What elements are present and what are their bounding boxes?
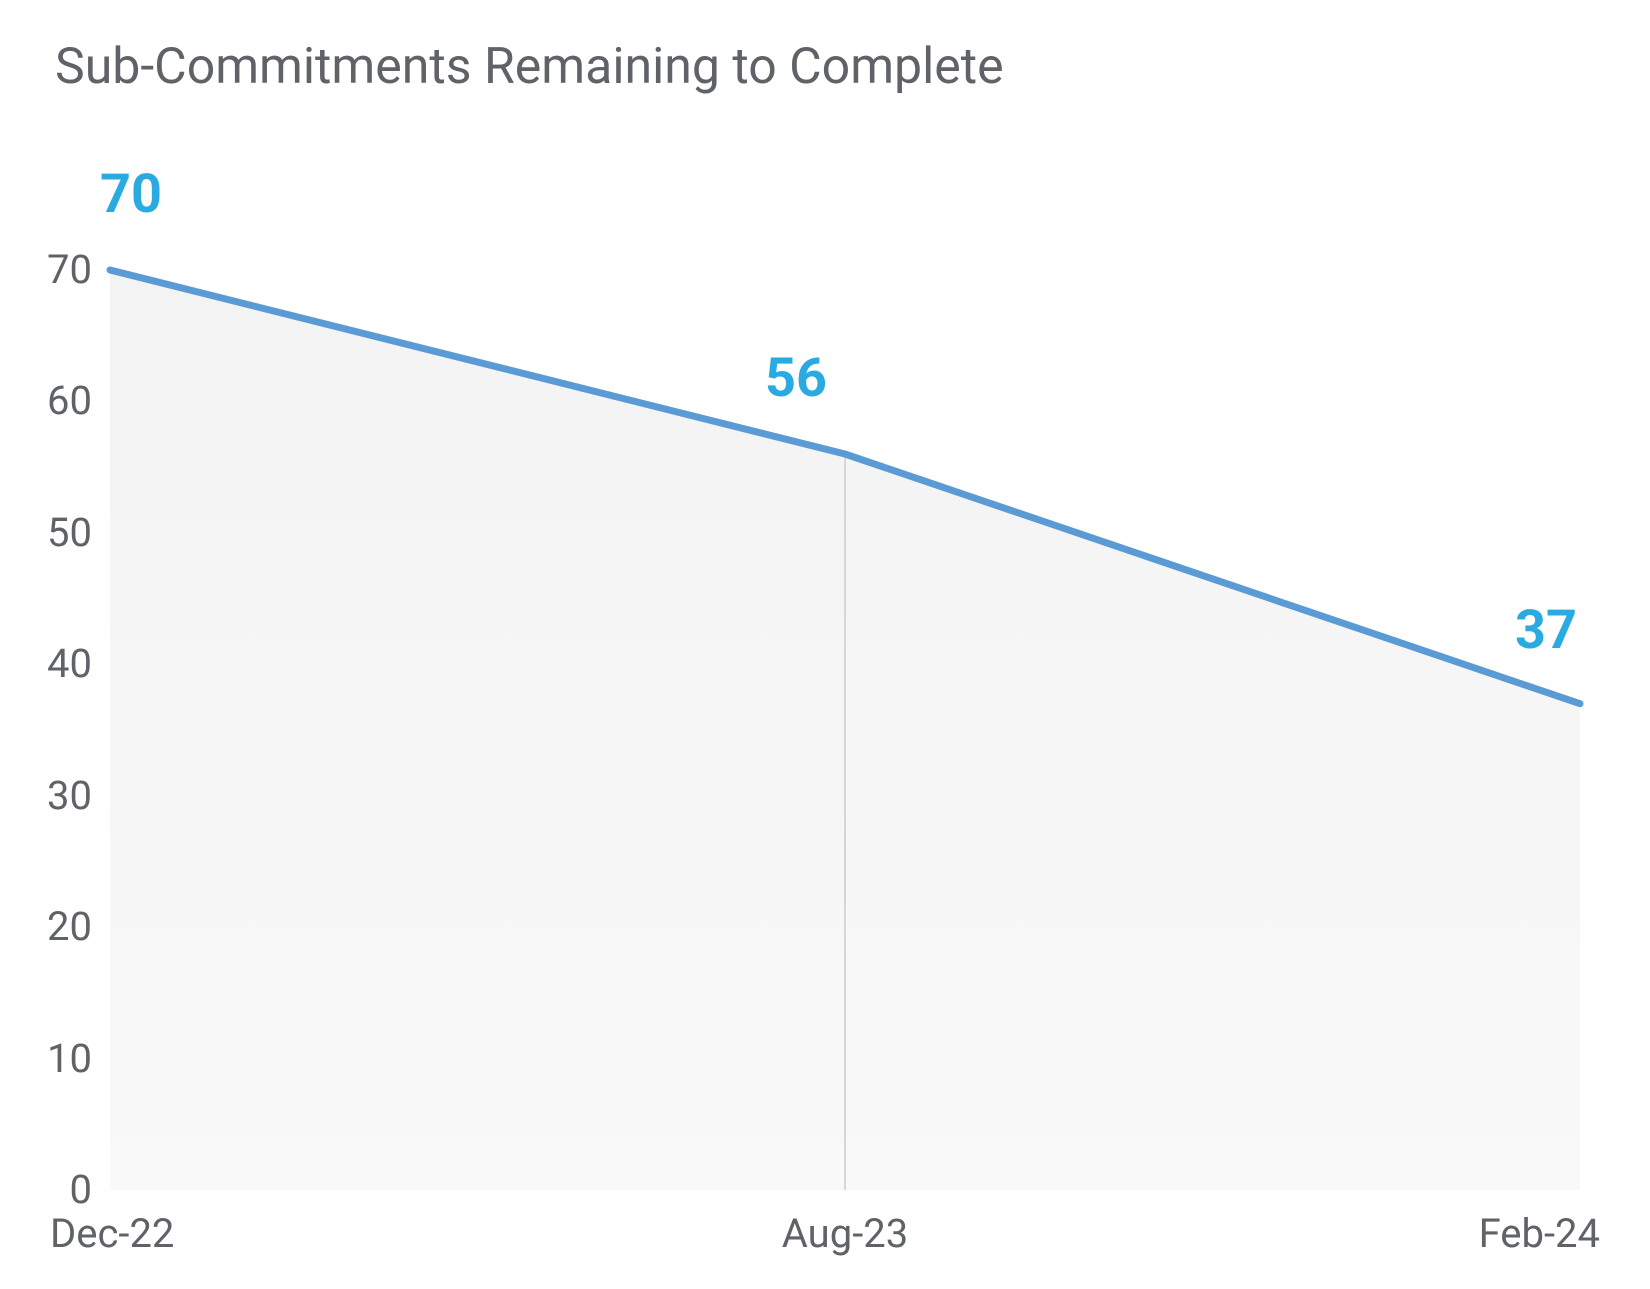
x-tick-label: Feb-24 [1440,1210,1600,1257]
x-tick-label: Dec-22 [50,1210,174,1257]
chart-container: Sub-Commitments Remaining to Complete 01… [0,0,1650,1289]
y-tick-label: 70 [47,246,92,293]
y-tick-label: 0 [70,1166,92,1213]
chart-svg [0,0,1650,1289]
data-point-label: 56 [765,347,827,410]
y-tick-label: 20 [47,903,92,950]
y-tick-label: 50 [47,509,92,556]
data-point-label: 37 [1515,599,1577,662]
y-tick-label: 10 [47,1035,92,1082]
y-tick-label: 30 [47,772,92,819]
y-tick-label: 60 [47,377,92,424]
y-tick-label: 40 [47,640,92,687]
data-point-label: 70 [100,163,162,226]
x-tick-label: Aug-23 [765,1210,925,1257]
